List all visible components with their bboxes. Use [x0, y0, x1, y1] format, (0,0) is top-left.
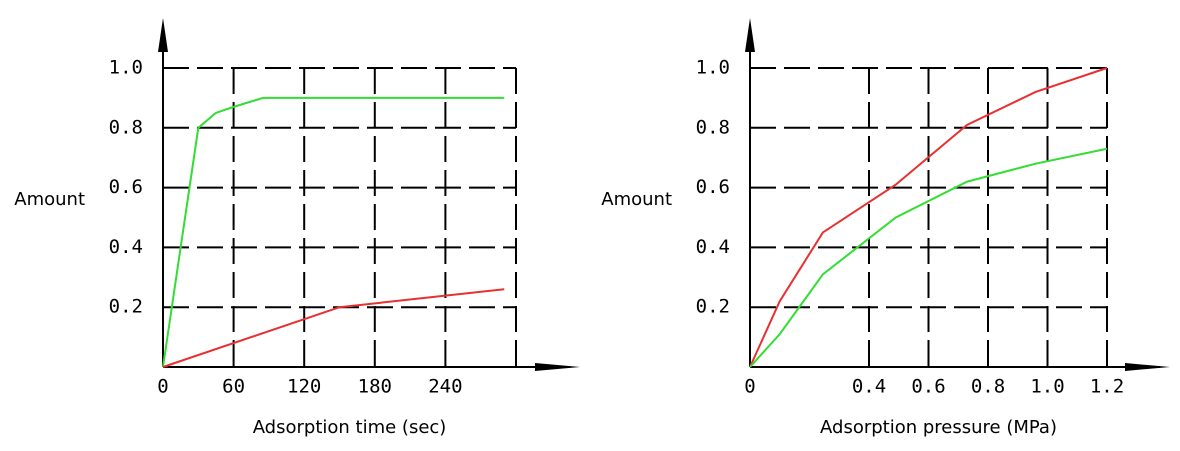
y-tick-label: 0.8 [696, 116, 730, 138]
x-tick-label: 60 [222, 376, 245, 398]
x-tick-label: 0 [157, 376, 168, 398]
x-tick-label: 0 [744, 376, 755, 398]
x-tick-label: 1.2 [1090, 376, 1124, 398]
y-axis-label: Amount [601, 189, 672, 210]
data-line [162, 96, 505, 368]
y-tick-label: 0.6 [109, 176, 143, 198]
y-tick-label: 1.0 [109, 57, 143, 79]
data-line [162, 288, 505, 368]
data-line [749, 147, 1108, 368]
y-tick-label: 0.6 [696, 176, 730, 198]
y-tick-label: 0.2 [696, 296, 730, 318]
x-tick-label: 0.4 [852, 376, 886, 398]
y-axis-arrow [745, 18, 755, 52]
x-tick-label: 120 [287, 376, 321, 398]
x-tick-label: 180 [358, 376, 392, 398]
x-tick-label: 1.0 [1030, 376, 1064, 398]
y-tick-label: 0.8 [109, 116, 143, 138]
x-axis-label: Adsorption pressure (MPa) [820, 417, 1057, 438]
y-tick-label: 1.0 [696, 57, 730, 79]
x-axis-arrow [1125, 363, 1170, 371]
x-tick-label: 0.8 [971, 376, 1005, 398]
data-line [749, 67, 1108, 368]
x-axis-arrow [535, 363, 580, 371]
y-axis-arrow [158, 18, 168, 52]
x-axis-label: Adsorption time (sec) [253, 417, 447, 438]
x-tick-label: 240 [428, 376, 462, 398]
y-tick-label: 0.4 [109, 236, 143, 258]
y-tick-label: 0.2 [109, 296, 143, 318]
y-axis-label: Amount [14, 189, 85, 210]
y-tick-label: 0.4 [696, 236, 730, 258]
x-tick-label: 0.6 [911, 376, 945, 398]
